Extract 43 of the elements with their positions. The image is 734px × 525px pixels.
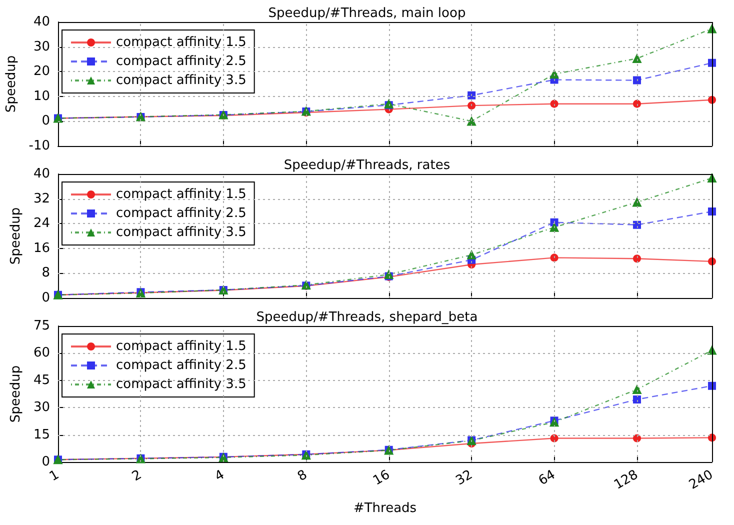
y-tick-label: 0 (42, 114, 50, 129)
y-tick-label: 10 (33, 88, 50, 104)
x-tick-label: 128 (612, 468, 641, 493)
legend-label: compact affinity 3.5 (116, 73, 246, 88)
legend-label: compact affinity 1.5 (116, 339, 246, 354)
y-tick-label: 45 (33, 372, 50, 388)
chart-title: Speedup/#Threads, main loop (268, 6, 466, 21)
y-tick-label: 0 (42, 290, 50, 306)
x-tick-label: 16 (370, 468, 393, 489)
x-tick-label: 2 (130, 468, 144, 485)
legend-label: compact affinity 2.5 (116, 206, 246, 221)
y-tick-label: 0 (42, 454, 50, 470)
legend-label: compact affinity 2.5 (116, 54, 246, 69)
x-tick-label: 240 (686, 468, 716, 493)
y-tick-label: 24 (33, 216, 50, 232)
legend-label: compact affinity 3.5 (116, 225, 246, 240)
y-tick-label: -10 (28, 138, 50, 154)
y-axis-title: Speedup (4, 55, 19, 113)
y-tick-label: 30 (33, 39, 50, 54)
legend-label: compact affinity 2.5 (116, 358, 246, 373)
x-axis-title: #Threads (353, 501, 417, 516)
x-tick-label: 8 (295, 468, 310, 485)
legend-label: compact affinity 1.5 (116, 35, 246, 50)
y-axis-title: Speedup (8, 207, 24, 265)
y-tick-label: 15 (33, 427, 50, 442)
y-tick-label: 30 (33, 400, 50, 416)
y-tick-label: 40 (33, 14, 50, 30)
y-tick-label: 75 (33, 318, 50, 334)
legend-label: compact affinity 1.5 (116, 187, 246, 202)
y-axis-title: Speedup (8, 365, 24, 423)
y-tick-label: 16 (33, 240, 50, 256)
y-tick-label: 40 (33, 166, 50, 182)
x-tick-label: 4 (212, 468, 228, 485)
chart-title: Speedup/#Threads, rates (284, 158, 450, 173)
x-tick-label: 1 (47, 468, 62, 485)
x-tick-label: 64 (536, 468, 558, 489)
legend-label: compact affinity 3.5 (116, 377, 246, 392)
y-tick-label: 8 (42, 266, 50, 281)
y-tick-label: 60 (33, 346, 50, 361)
y-tick-label: 32 (33, 191, 50, 206)
chart-title: Speedup/#Threads, shepard_beta (256, 310, 478, 325)
y-tick-label: 20 (33, 64, 50, 80)
x-tick-label: 32 (453, 468, 476, 489)
